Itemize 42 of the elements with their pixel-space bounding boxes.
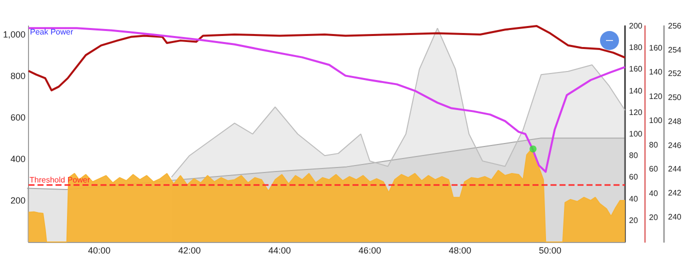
y-tick-label: 240 — [668, 212, 682, 222]
y-tick-label: 244 — [668, 164, 682, 174]
x-tick-label: 40:00 — [88, 246, 111, 256]
y2-tick-label: 60 — [629, 172, 638, 182]
y3-tick-label: 120 — [649, 92, 663, 101]
y2-tick-label: 140 — [629, 86, 643, 96]
ref-line-label: Threshold Power — [30, 175, 90, 184]
y3-tick-label: 160 — [649, 43, 663, 52]
y-tick-label: 256 — [668, 22, 682, 30]
y3-tick-label: 140 — [649, 68, 663, 77]
y-tick-label: 250 — [668, 93, 682, 102]
y2-tick-label: 40 — [629, 194, 638, 204]
x-tick-label: 46:00 — [358, 246, 382, 256]
line-series — [28, 25, 626, 92]
line-series — [28, 27, 626, 173]
y2-tick-label: 160 — [629, 64, 643, 74]
y-tick-label: 248 — [668, 116, 682, 126]
y-tick-label: 252 — [668, 69, 682, 78]
annotation: Peak Power — [30, 28, 74, 36]
y-tick-label: 400 — [10, 154, 26, 164]
y3-tick-label: 100 — [649, 116, 663, 126]
y3-tick-label: 80 — [649, 140, 658, 150]
y3-tick-label: 60 — [649, 164, 658, 174]
y2-tick-label: 200 — [629, 22, 643, 30]
y-tick-label: 254 — [668, 45, 682, 54]
y-tick-label: 800 — [10, 70, 26, 81]
y3-tick-label: 20 — [649, 213, 658, 222]
y2-tick-label: 180 — [629, 43, 643, 52]
y-tick-label: 242 — [668, 188, 682, 198]
y-tick-label: 246 — [668, 140, 682, 150]
y-tick-label: 200 — [10, 195, 26, 206]
y2-tick-label: 80 — [629, 151, 638, 160]
y-tick-label: 1,000 — [2, 29, 26, 40]
y2-tick-label: 20 — [629, 216, 638, 225]
x-tick-label: 48:00 — [448, 246, 472, 256]
x-tick-label: 42:00 — [178, 246, 201, 256]
y2-tick-label: 100 — [629, 130, 643, 138]
y-tick-label: 600 — [10, 112, 26, 122]
y3-tick-label: 40 — [649, 188, 658, 198]
y2-tick-label: 120 — [629, 108, 643, 117]
x-tick-label: 44:00 — [268, 246, 291, 256]
x-tick-label: 50:00 — [538, 246, 562, 256]
